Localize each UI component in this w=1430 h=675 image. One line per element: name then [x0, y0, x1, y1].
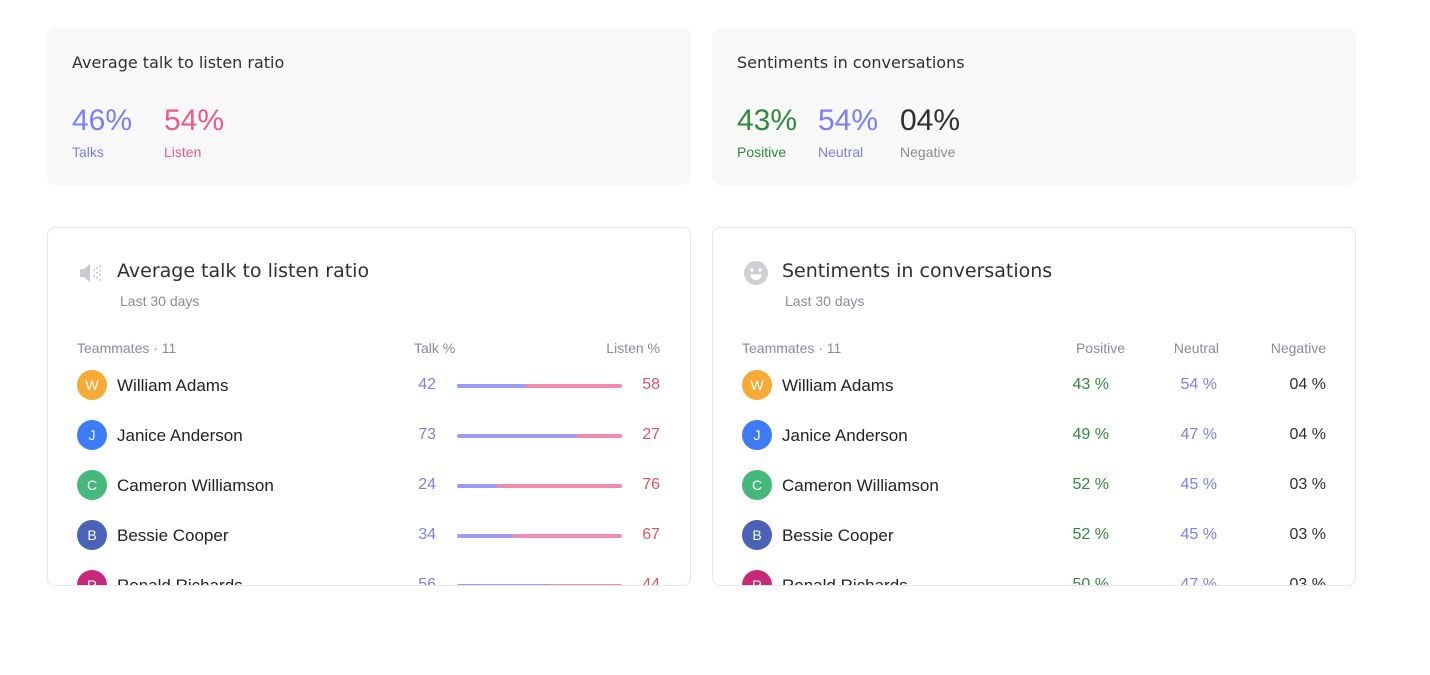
table-row[interactable]: R Ronald Richards 56 44: [48, 570, 690, 586]
negative-value: 04 %: [1289, 376, 1326, 393]
avatar: C: [77, 470, 107, 500]
neutral-label: Neutral: [818, 144, 864, 160]
sentiment-summary-card: Sentiments in conversations 43% Positive…: [712, 28, 1356, 185]
teammates-header: Teammates · 11: [77, 340, 177, 356]
table-row[interactable]: W William Adams 42 58: [48, 370, 690, 402]
talk-listen-card: Average talk to listen ratio Last 30 day…: [47, 227, 691, 586]
negative-value: 04%: [900, 104, 961, 137]
avatar: W: [742, 370, 772, 400]
talk-header: Talk %: [414, 340, 456, 356]
talk-value: 34: [418, 526, 436, 543]
talk-fill: [457, 484, 497, 488]
avatar: C: [742, 470, 772, 500]
neutral-value: 54 %: [1180, 376, 1217, 393]
listen-label: Listen: [164, 144, 202, 160]
positive-value: 43%: [737, 104, 798, 137]
neutral-value: 45 %: [1180, 476, 1217, 493]
sentiment-card: Sentiments in conversations Last 30 days…: [712, 227, 1356, 586]
negative-label: Negative: [900, 144, 956, 160]
table-row[interactable]: J Janice Anderson 49 % 47 % 04 %: [713, 420, 1355, 452]
neutral-value: 47 %: [1180, 426, 1217, 443]
listen-value: 27: [642, 426, 660, 443]
talk-listen-bar: [457, 484, 622, 488]
teammate-name: Cameron Williamson: [117, 476, 274, 495]
positive-header: Positive: [1075, 340, 1125, 356]
teammate-name: Janice Anderson: [117, 426, 243, 445]
speaker-icon: [80, 264, 101, 282]
talk-fill: [457, 434, 578, 438]
positive-value: 50 %: [1072, 576, 1109, 586]
negative-header: Negative: [1270, 340, 1326, 356]
positive-value: 49 %: [1072, 426, 1109, 443]
teammate-name: Ronald Richards: [782, 576, 908, 586]
talk-value: 42: [418, 376, 436, 393]
card-subtitle: Last 30 days: [785, 293, 865, 309]
listen-value: 58: [642, 376, 660, 393]
positive-value: 52 %: [1072, 526, 1109, 543]
neutral-header: Neutral: [1173, 340, 1219, 356]
talk-fill: [457, 584, 550, 585]
avatar: B: [77, 520, 107, 550]
talks-value: 46%: [72, 104, 133, 137]
neutral-value: 47 %: [1180, 576, 1217, 586]
neutral-value: 45 %: [1180, 526, 1217, 543]
card-title: Sentiments in conversations: [782, 260, 1053, 282]
avatar: W: [77, 370, 107, 400]
teammate-name: Ronald Richards: [117, 576, 243, 586]
avatar: J: [742, 420, 772, 450]
talk-summary-card: Average talk to listen ratio 46% Talks 5…: [47, 28, 691, 185]
listen-value: 44: [642, 576, 660, 586]
avatar: R: [742, 570, 772, 585]
table-row[interactable]: R Ronald Richards 50 % 47 % 03 %: [713, 570, 1355, 586]
teammates-header: Teammates · 11: [742, 340, 842, 356]
positive-label: Positive: [737, 144, 787, 160]
teammate-name: William Adams: [117, 376, 229, 395]
talk-listen-bar: [457, 534, 622, 538]
talk-fill: [457, 384, 527, 388]
teammate-name: Janice Anderson: [782, 426, 908, 445]
talk-fill: [457, 534, 514, 538]
smiley-icon: [744, 261, 768, 285]
talk-value: 56: [418, 576, 436, 586]
teammate-name: William Adams: [782, 376, 894, 395]
positive-value: 52 %: [1072, 476, 1109, 493]
table-row[interactable]: J Janice Anderson 73 27: [48, 420, 690, 452]
neutral-value: 54%: [818, 104, 879, 137]
negative-value: 03 %: [1289, 526, 1326, 543]
table-row[interactable]: B Bessie Cooper 34 67: [48, 520, 690, 552]
listen-value: 67: [642, 526, 660, 543]
talk-listen-bar: [457, 584, 622, 585]
table-row[interactable]: B Bessie Cooper 52 % 45 % 03 %: [713, 520, 1355, 552]
card-subtitle: Last 30 days: [120, 293, 200, 309]
talk-listen-bar: [457, 384, 622, 388]
avatar: R: [77, 570, 107, 585]
talk-summary-title: Average talk to listen ratio: [72, 53, 285, 72]
listen-header: Listen %: [606, 340, 660, 356]
teammate-name: Cameron Williamson: [782, 476, 939, 495]
sentiment-summary-title: Sentiments in conversations: [737, 53, 965, 72]
talks-label: Talks: [72, 144, 104, 160]
talk-value: 73: [418, 426, 436, 443]
talk-listen-bar: [457, 434, 622, 438]
listen-value: 76: [642, 476, 660, 493]
positive-value: 43 %: [1072, 376, 1109, 393]
avatar: J: [77, 420, 107, 450]
listen-value: 54%: [164, 104, 225, 137]
negative-value: 03 %: [1289, 476, 1326, 493]
teammate-name: Bessie Cooper: [117, 526, 229, 545]
negative-value: 04 %: [1289, 426, 1326, 443]
talk-value: 24: [418, 476, 436, 493]
table-row[interactable]: C Cameron Williamson 24 76: [48, 470, 690, 502]
negative-value: 03 %: [1289, 576, 1326, 586]
table-row[interactable]: W William Adams 43 % 54 % 04 %: [713, 370, 1355, 402]
avatar: B: [742, 520, 772, 550]
card-title: Average talk to listen ratio: [117, 260, 370, 282]
teammate-name: Bessie Cooper: [782, 526, 894, 545]
table-row[interactable]: C Cameron Williamson 52 % 45 % 03 %: [713, 470, 1355, 502]
